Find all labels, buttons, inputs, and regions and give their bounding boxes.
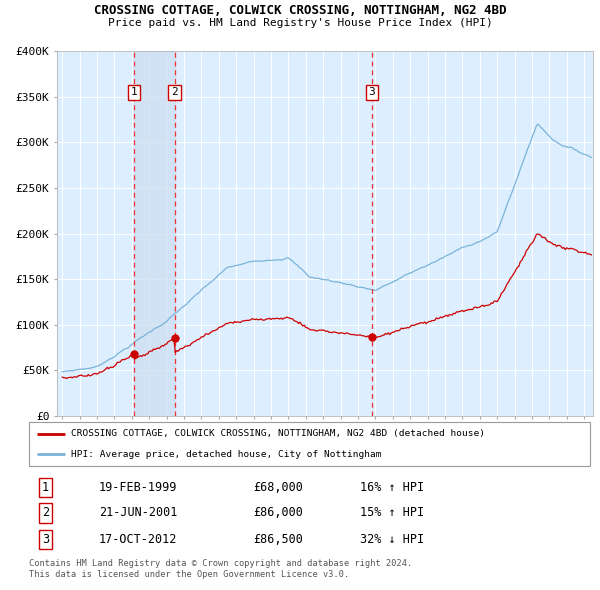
Text: £86,000: £86,000 <box>253 506 303 519</box>
Text: 1: 1 <box>42 481 49 494</box>
FancyBboxPatch shape <box>29 422 590 466</box>
Text: 19-FEB-1999: 19-FEB-1999 <box>99 481 178 494</box>
Text: £86,500: £86,500 <box>253 533 303 546</box>
Bar <box>134 51 175 416</box>
Text: HPI: Average price, detached house, City of Nottingham: HPI: Average price, detached house, City… <box>71 450 382 458</box>
Text: 15% ↑ HPI: 15% ↑ HPI <box>360 506 424 519</box>
Text: £68,000: £68,000 <box>253 481 303 494</box>
Text: 3: 3 <box>368 87 375 97</box>
Text: 21-JUN-2001: 21-JUN-2001 <box>99 506 178 519</box>
Text: Price paid vs. HM Land Registry's House Price Index (HPI): Price paid vs. HM Land Registry's House … <box>107 18 493 28</box>
Text: CROSSING COTTAGE, COLWICK CROSSING, NOTTINGHAM, NG2 4BD (detached house): CROSSING COTTAGE, COLWICK CROSSING, NOTT… <box>71 430 485 438</box>
Text: 2: 2 <box>171 87 178 97</box>
Text: 2: 2 <box>42 506 49 519</box>
Text: CROSSING COTTAGE, COLWICK CROSSING, NOTTINGHAM, NG2 4BD: CROSSING COTTAGE, COLWICK CROSSING, NOTT… <box>94 4 506 17</box>
Text: 17-OCT-2012: 17-OCT-2012 <box>99 533 178 546</box>
Text: 16% ↑ HPI: 16% ↑ HPI <box>360 481 424 494</box>
Text: 1: 1 <box>131 87 137 97</box>
Text: 3: 3 <box>42 533 49 546</box>
Text: 32% ↓ HPI: 32% ↓ HPI <box>360 533 424 546</box>
Text: Contains HM Land Registry data © Crown copyright and database right 2024.
This d: Contains HM Land Registry data © Crown c… <box>29 559 412 579</box>
